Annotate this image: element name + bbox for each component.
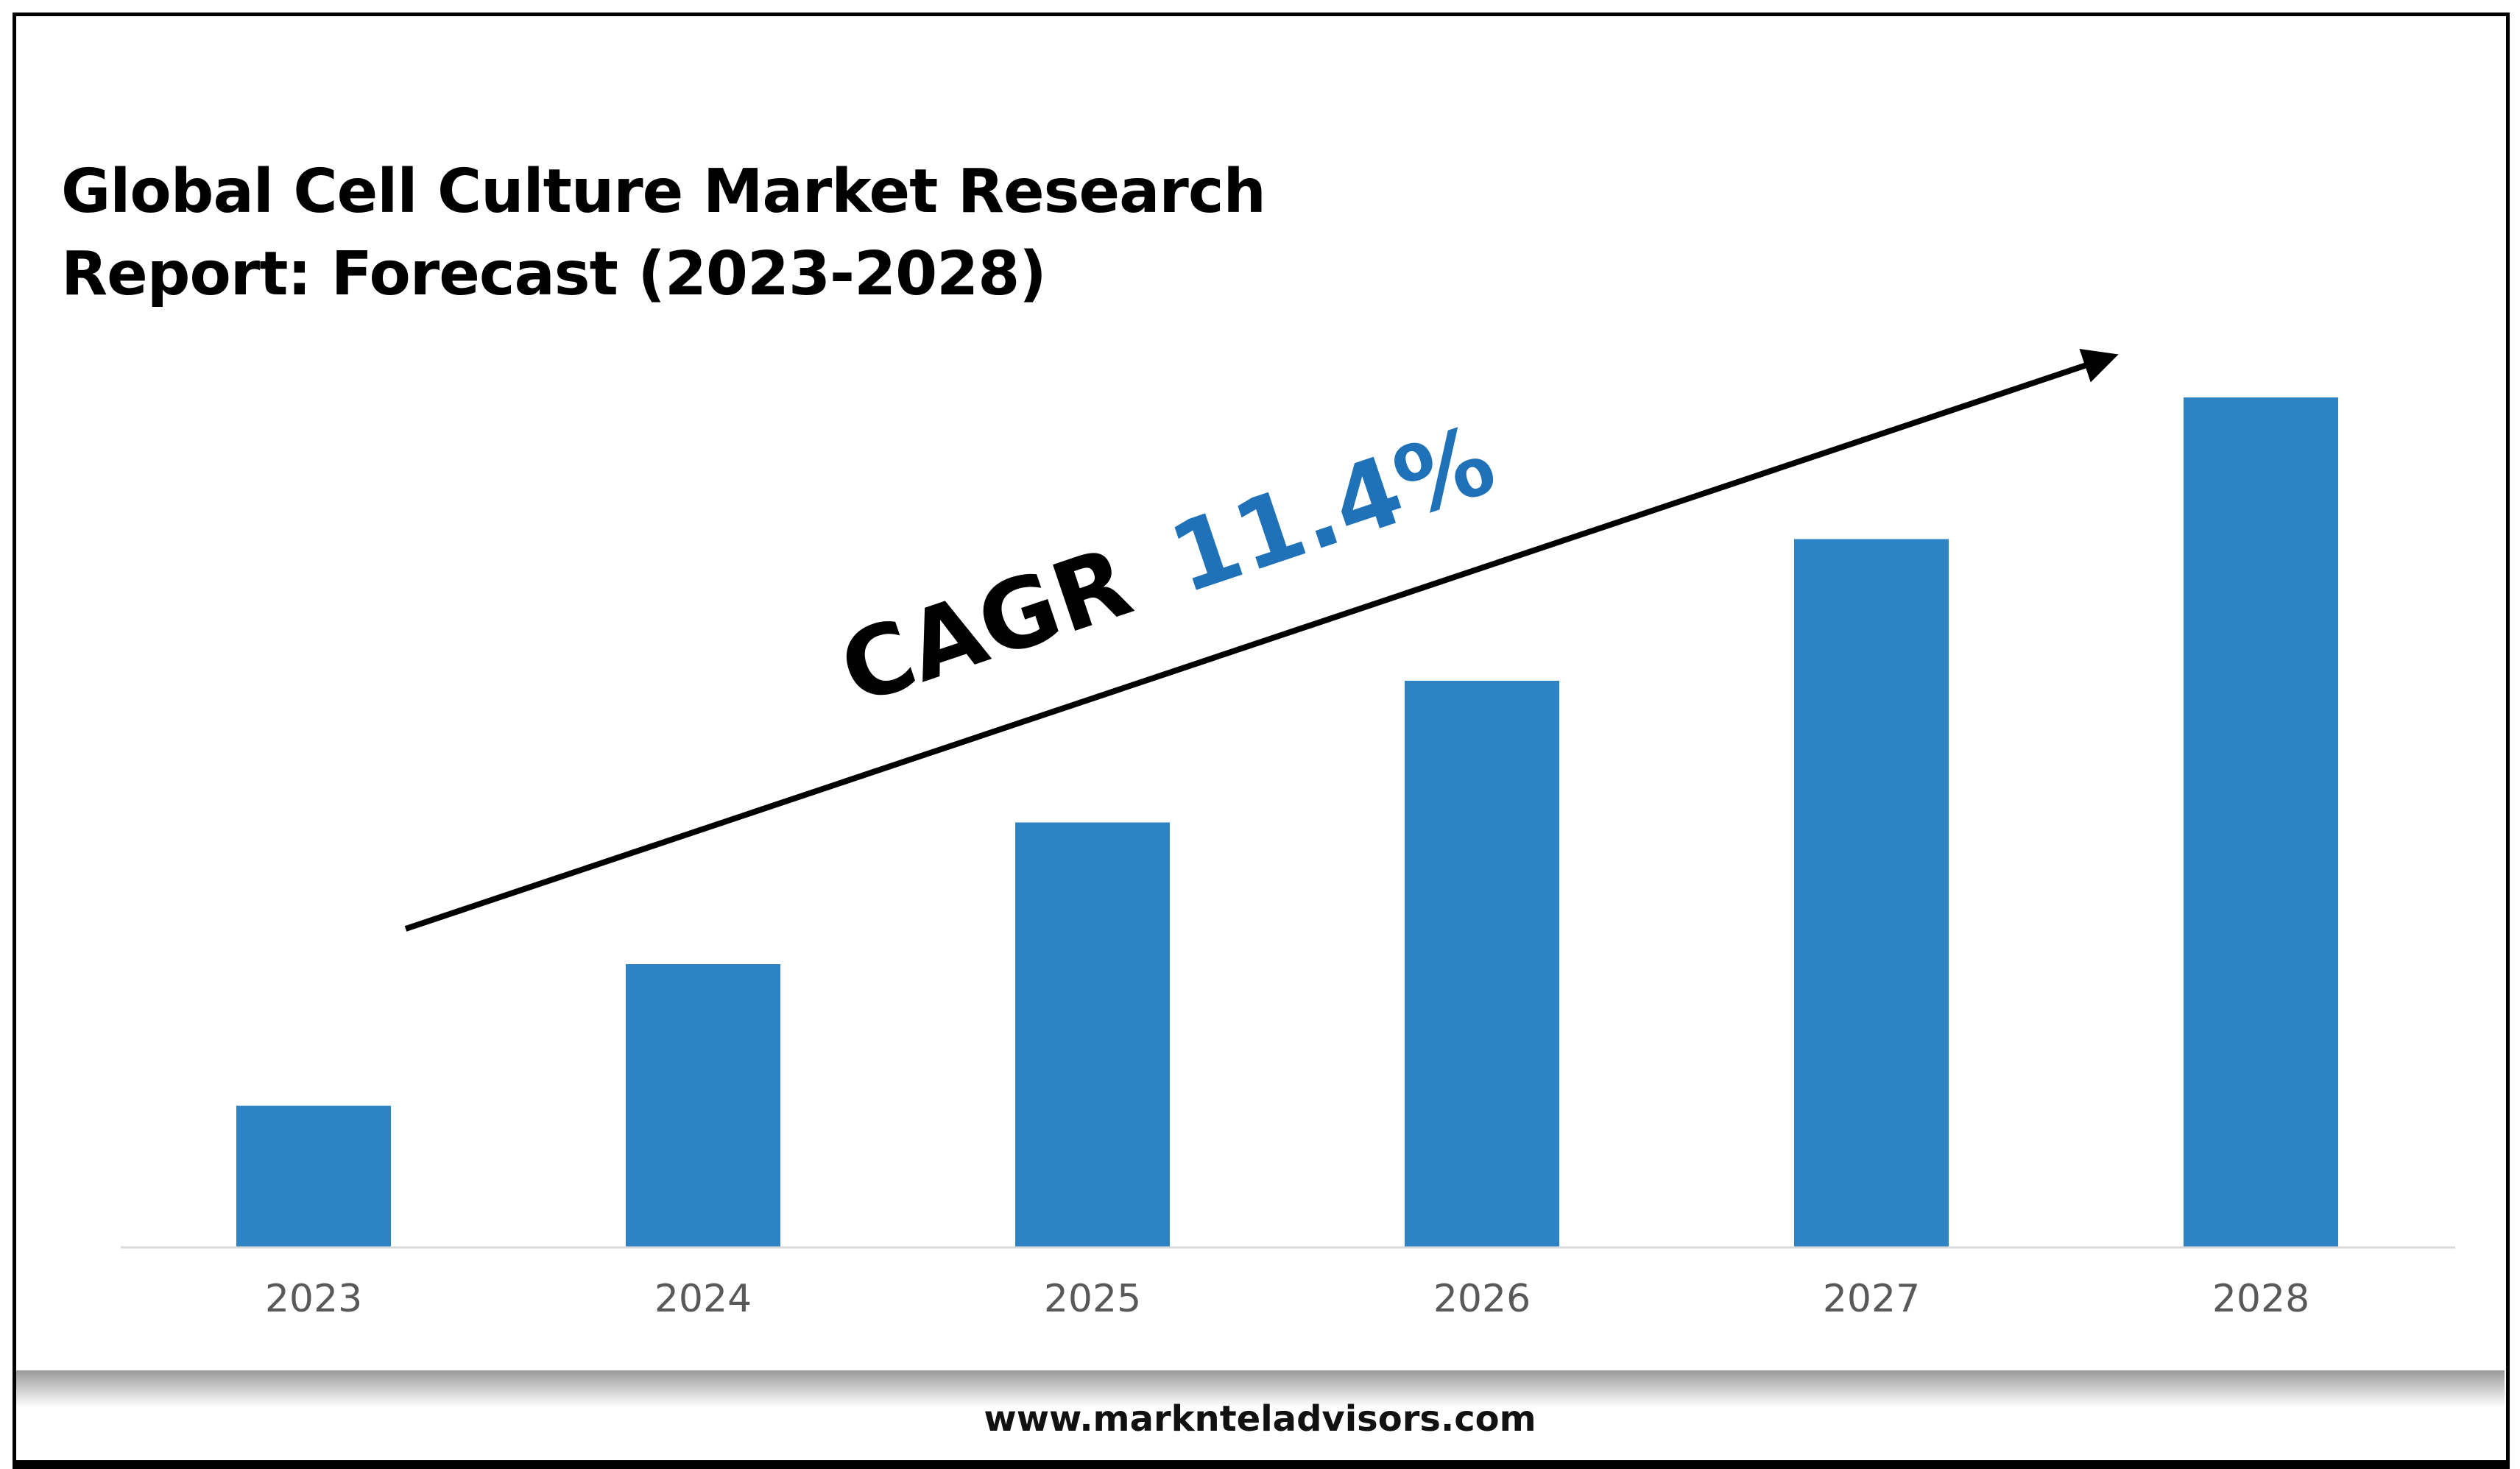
chart-title: Global Cell Culture Market Research Repo… <box>61 151 1266 316</box>
cagr-annotation: CAGR 11.4% <box>827 403 1507 726</box>
footer-divider <box>16 1370 2505 1407</box>
bar-2026 <box>1405 681 1559 1247</box>
x-tick-label: 2026 <box>1433 1277 1531 1321</box>
x-tick-label: 2027 <box>1823 1277 1920 1321</box>
x-tick-label: 2028 <box>2212 1277 2309 1321</box>
x-tick-label: 2024 <box>654 1277 752 1321</box>
title-line-2: Report: Forecast (2023-2028) <box>61 239 1047 309</box>
bar-2027 <box>1794 539 1949 1247</box>
bar-2025 <box>1015 822 1170 1247</box>
x-tick-label: 2025 <box>1044 1277 1141 1321</box>
bar-2028 <box>2184 397 2338 1247</box>
title-line-1: Global Cell Culture Market Research <box>61 157 1266 227</box>
growth-arrow <box>404 348 2119 932</box>
x-tick-label: 2023 <box>265 1277 362 1321</box>
cagr-value: 11.4% <box>1157 403 1508 615</box>
footer-url: www.marknteladvisors.com <box>984 1398 1536 1440</box>
bar-2023 <box>236 1105 391 1247</box>
bar-2024 <box>626 964 780 1247</box>
